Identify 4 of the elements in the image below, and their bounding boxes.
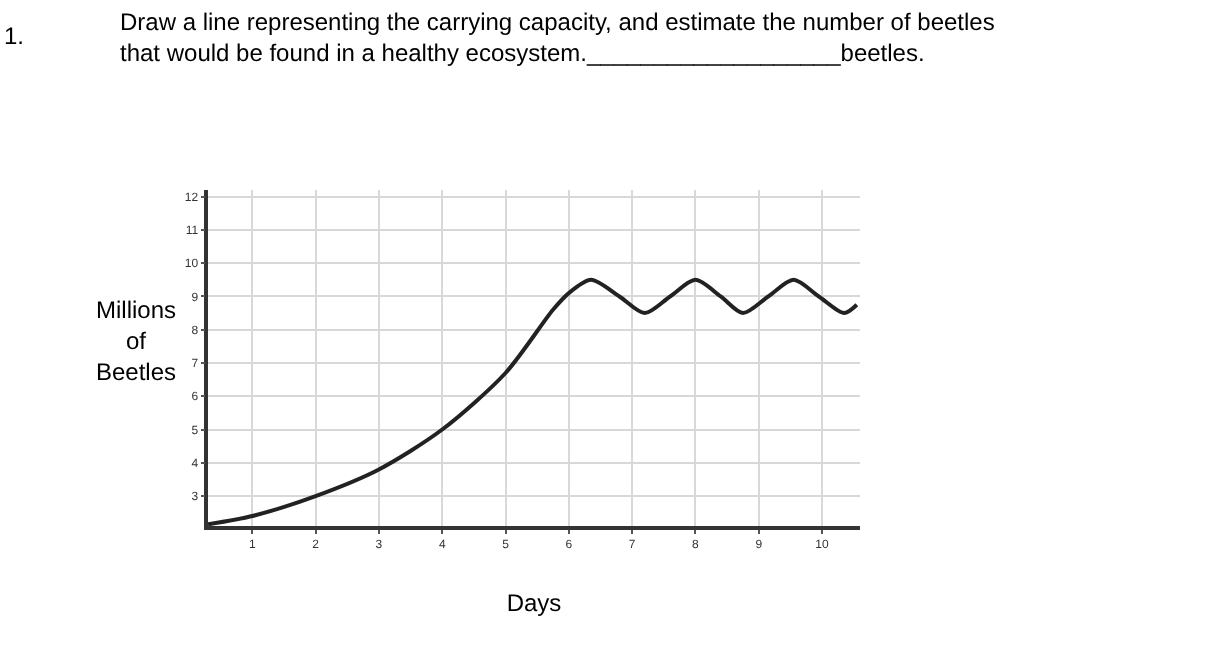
text: 1. [4, 22, 25, 50]
chart-title: Draw a line representing the carrying capacity, and estimate the number of beetles that would be found in a healthy ecosystem.___________________beetles. [120, 8, 995, 68]
y-axis-title: Millions of Beetles [96, 296, 177, 387]
x-axis-title: Days [506, 588, 562, 617]
